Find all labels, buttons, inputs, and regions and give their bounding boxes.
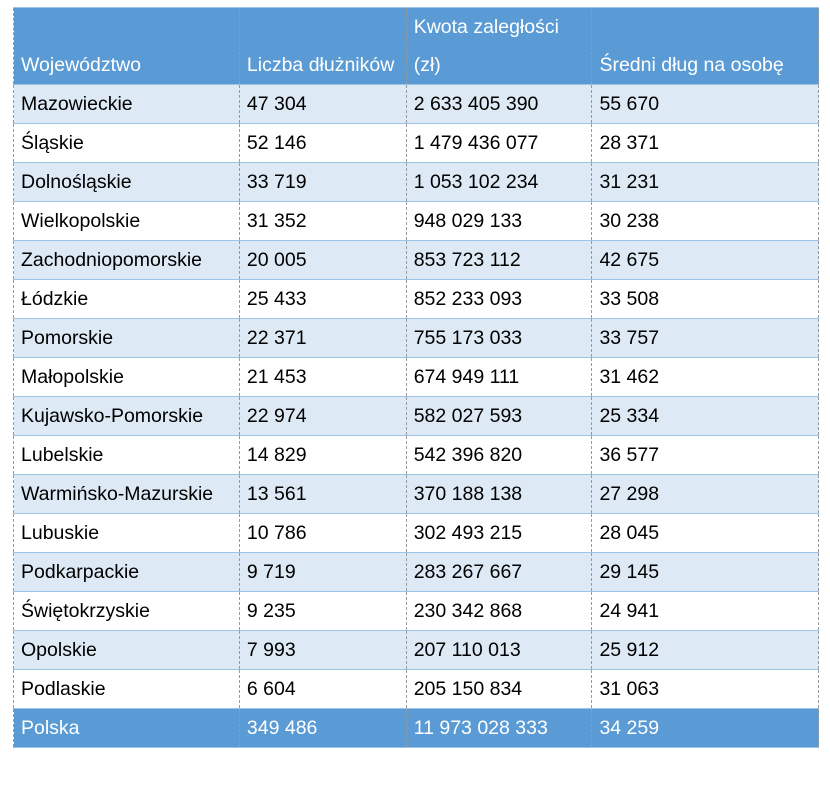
table-row: Pomorskie 22 371 755 173 033 33 757 xyxy=(13,318,819,358)
cell-avg-debt: 36 577 xyxy=(591,435,819,475)
cell-voivodeship: Małopolskie xyxy=(13,357,240,397)
debt-by-voivodeship-table: Województwo Liczba dłużników Kwota zaległo… xyxy=(13,7,819,748)
cell-debtors-count: 10 786 xyxy=(238,513,407,553)
cell-debt-amount: 853 723 112 xyxy=(405,240,593,280)
total-avg-debt: 34 259 xyxy=(591,708,819,748)
table-row: Małopolskie 21 453 674 949 111 31 462 xyxy=(13,357,819,397)
cell-debt-amount: 370 188 138 xyxy=(405,474,593,514)
cell-avg-debt: 28 371 xyxy=(591,123,819,163)
table-row: Śląskie 52 146 1 479 436 077 28 371 xyxy=(13,123,819,163)
cell-debtors-count: 13 561 xyxy=(238,474,407,514)
total-voivodeship: Polska xyxy=(13,708,240,748)
table-row: Warmińsko-Mazurskie 13 561 370 188 138 27 2… xyxy=(13,474,819,514)
cell-debtors-count: 31 352 xyxy=(238,201,407,241)
header-debtors-count: Liczba dłużników xyxy=(238,7,407,85)
cell-avg-debt: 28 045 xyxy=(591,513,819,553)
table-row: Podlaskie 6 604 205 150 834 31 063 xyxy=(13,669,819,709)
cell-debtors-count: 25 433 xyxy=(238,279,407,319)
table-row: Opolskie 7 993 207 110 013 25 912 xyxy=(13,630,819,670)
cell-debtors-count: 47 304 xyxy=(238,84,407,124)
cell-voivodeship: Lubuskie xyxy=(13,513,240,553)
cell-debtors-count: 33 719 xyxy=(238,162,407,202)
cell-debt-amount: 230 342 868 xyxy=(405,591,593,631)
total-row: Polska 349 486 11 973 028 333 34 259 xyxy=(13,708,819,748)
total-debtors-count: 349 486 xyxy=(238,708,407,748)
cell-debt-amount: 283 267 667 xyxy=(405,552,593,592)
cell-voivodeship: Dolnośląskie xyxy=(13,162,240,202)
cell-avg-debt: 25 912 xyxy=(591,630,819,670)
cell-debt-amount: 582 027 593 xyxy=(405,396,593,436)
cell-voivodeship: Opolskie xyxy=(13,630,240,670)
cell-avg-debt: 29 145 xyxy=(591,552,819,592)
cell-debtors-count: 7 993 xyxy=(238,630,407,670)
cell-debt-amount: 1 053 102 234 xyxy=(405,162,593,202)
cell-avg-debt: 42 675 xyxy=(591,240,819,280)
cell-debt-amount: 207 110 013 xyxy=(405,630,593,670)
cell-debtors-count: 22 974 xyxy=(238,396,407,436)
cell-debtors-count: 14 829 xyxy=(238,435,407,475)
table-row: Podkarpackie 9 719 283 267 667 29 145 xyxy=(13,552,819,592)
cell-avg-debt: 27 298 xyxy=(591,474,819,514)
cell-debtors-count: 9 719 xyxy=(238,552,407,592)
cell-voivodeship: Warmińsko-Mazurskie xyxy=(13,474,240,514)
cell-voivodeship: Łódzkie xyxy=(13,279,240,319)
cell-debtors-count: 20 005 xyxy=(238,240,407,280)
table-row: Wielkopolskie 31 352 948 029 133 30 238 xyxy=(13,201,819,241)
cell-debtors-count: 52 146 xyxy=(238,123,407,163)
cell-avg-debt: 31 231 xyxy=(591,162,819,202)
cell-voivodeship: Świętokrzyskie xyxy=(13,591,240,631)
cell-voivodeship: Pomorskie xyxy=(13,318,240,358)
table-row: Lubelskie 14 829 542 396 820 36 577 xyxy=(13,435,819,475)
cell-voivodeship: Kujawsko-Pomorskie xyxy=(13,396,240,436)
cell-voivodeship: Mazowieckie xyxy=(13,84,240,124)
cell-avg-debt: 33 508 xyxy=(591,279,819,319)
cell-debt-amount: 542 396 820 xyxy=(405,435,593,475)
table-row: Dolnośląskie 33 719 1 053 102 234 31 231 xyxy=(13,162,819,202)
cell-debtors-count: 21 453 xyxy=(238,357,407,397)
cell-voivodeship: Śląskie xyxy=(13,123,240,163)
cell-debtors-count: 22 371 xyxy=(238,318,407,358)
cell-voivodeship: Zachodniopomorskie xyxy=(13,240,240,280)
header-debt-amount: Kwota zaległości (zł) xyxy=(405,7,593,85)
cell-voivodeship: Lubelskie xyxy=(13,435,240,475)
header-voivodeship: Województwo xyxy=(13,7,240,85)
cell-debt-amount: 674 949 111 xyxy=(405,357,593,397)
cell-voivodeship: Wielkopolskie xyxy=(13,201,240,241)
total-debt-amount: 11 973 028 333 xyxy=(405,708,593,748)
cell-avg-debt: 31 063 xyxy=(591,669,819,709)
cell-debt-amount: 205 150 834 xyxy=(405,669,593,709)
cell-debt-amount: 948 029 133 xyxy=(405,201,593,241)
cell-debt-amount: 852 233 093 xyxy=(405,279,593,319)
cell-avg-debt: 33 757 xyxy=(591,318,819,358)
cell-avg-debt: 31 462 xyxy=(591,357,819,397)
cell-debtors-count: 9 235 xyxy=(238,591,407,631)
cell-voivodeship: Podlaskie xyxy=(13,669,240,709)
cell-avg-debt: 55 670 xyxy=(591,84,819,124)
cell-debt-amount: 755 173 033 xyxy=(405,318,593,358)
table-row: Zachodniopomorskie 20 005 853 723 112 42 67… xyxy=(13,240,819,280)
table-row: Łódzkie 25 433 852 233 093 33 508 xyxy=(13,279,819,319)
cell-debt-amount: 2 633 405 390 xyxy=(405,84,593,124)
cell-avg-debt: 25 334 xyxy=(591,396,819,436)
cell-avg-debt: 30 238 xyxy=(591,201,819,241)
table-row: Mazowieckie 47 304 2 633 405 390 55 670 xyxy=(13,84,819,124)
cell-debt-amount: 1 479 436 077 xyxy=(405,123,593,163)
table-row: Kujawsko-Pomorskie 22 974 582 027 593 25 33… xyxy=(13,396,819,436)
table-row: Świętokrzyskie 9 235 230 342 868 24 941 xyxy=(13,591,819,631)
header-avg-debt: Średni dług na osobę xyxy=(591,7,819,85)
cell-debtors-count: 6 604 xyxy=(238,669,407,709)
header-row: Województwo Liczba dłużników Kwota zaległo… xyxy=(13,7,819,85)
cell-avg-debt: 24 941 xyxy=(591,591,819,631)
cell-voivodeship: Podkarpackie xyxy=(13,552,240,592)
table-row: Lubuskie 10 786 302 493 215 28 045 xyxy=(13,513,819,553)
cell-debt-amount: 302 493 215 xyxy=(405,513,593,553)
